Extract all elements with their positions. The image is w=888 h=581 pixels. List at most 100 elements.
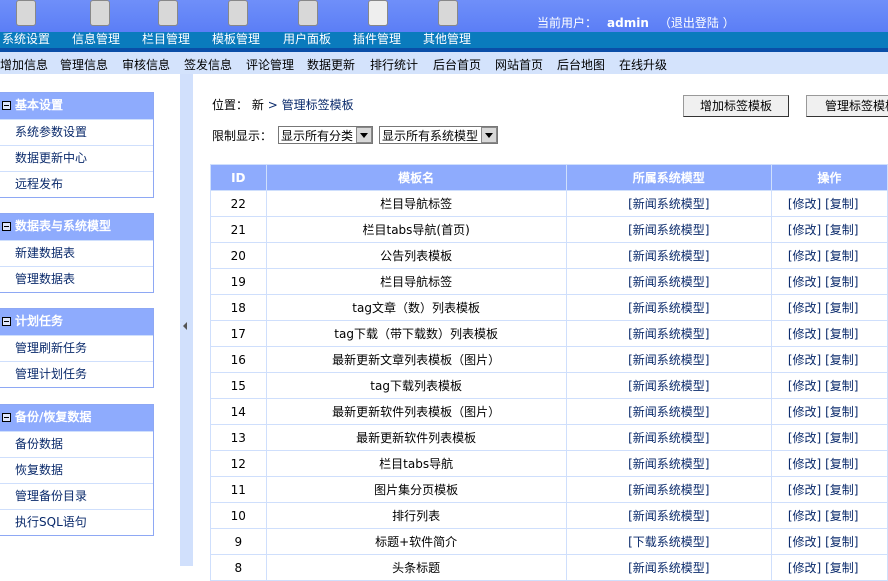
row-model-link[interactable]: [新闻系统模型] [628,223,710,237]
nav-item[interactable]: 信息管理 [72,32,121,46]
documents-icon[interactable] [82,0,116,30]
row-model-link[interactable]: [新闻系统模型] [628,457,710,471]
category-select[interactable]: 显示所有分类 [278,126,374,144]
row-model-link[interactable]: [新闻系统模型] [628,483,710,497]
row-model-link[interactable]: [新闻系统模型] [628,275,710,289]
manage-tag-template-button[interactable]: 管理标签模板 [806,95,888,117]
edit-link[interactable]: [修改] [787,275,822,289]
row-model-link[interactable]: [新闻系统模型] [628,327,710,341]
subnav-item[interactable]: 评论管理 [246,58,295,72]
subnav-item[interactable]: 管理信息 [60,58,109,72]
nav-item[interactable]: 插件管理 [353,32,402,46]
row-model-link[interactable]: [新闻系统模型] [628,379,710,393]
edit-link[interactable]: [修改] [787,431,822,445]
collapse-arrow-icon[interactable] [183,322,187,330]
copy-link[interactable]: [复制] [825,457,859,471]
nav-item[interactable]: 用户面板 [283,32,332,46]
users-icon[interactable] [290,0,324,30]
panel-header[interactable]: 计划任务 [0,309,153,335]
edit-link[interactable]: [修改] [787,561,822,575]
copy-link[interactable]: [复制] [825,535,859,549]
model-select[interactable]: 显示所有系统模型 [379,126,499,144]
wrench-icon[interactable] [8,0,42,30]
edit-link[interactable]: [修改] [787,197,822,211]
edit-link[interactable]: [修改] [787,327,822,341]
subnav-item[interactable]: 后台地图 [557,58,606,72]
subnav-item[interactable]: 数据更新 [307,58,356,72]
row-model-link[interactable]: [新闻系统模型] [628,431,710,445]
edit-link[interactable]: [修改] [787,301,822,315]
sidebar-toggle[interactable] [180,74,193,566]
copy-link[interactable]: [复制] [825,431,859,445]
sidebar-item[interactable]: 远程发布 [0,171,153,197]
row-model-link[interactable]: [新闻系统模型] [628,405,710,419]
nav-item[interactable]: 栏目管理 [142,32,191,46]
edit-link[interactable]: [修改] [787,509,822,523]
panel-header[interactable]: 基本设置 [0,93,153,119]
edit-link[interactable]: [修改] [787,405,822,419]
collapse-icon[interactable] [2,317,11,326]
subnav-item[interactable]: 增加信息 [0,58,49,72]
nav-item[interactable]: 模板管理 [212,32,261,46]
edit-link[interactable]: [修改] [787,535,822,549]
sidebar-item[interactable]: 执行SQL语句 [0,509,153,535]
edit-link[interactable]: [修改] [787,379,822,393]
edit-link[interactable]: [修改] [787,223,822,237]
copy-link[interactable]: [复制] [825,405,859,419]
copy-link[interactable]: [复制] [825,249,859,263]
nav-item[interactable]: 系统设置 [2,32,51,46]
add-tag-template-button[interactable]: 增加标签模板 [683,95,789,117]
breadcrumb-current[interactable]: 管理标签模板 [281,98,354,112]
row-model-link[interactable]: [新闻系统模型] [628,561,710,575]
database-icon[interactable] [150,0,184,30]
subnav-item[interactable]: 审核信息 [122,58,171,72]
collapse-icon[interactable] [2,222,11,231]
copy-link[interactable]: [复制] [825,483,859,497]
row-model-link[interactable]: [下载系统模型] [628,535,710,549]
panel-header[interactable]: 数据表与系统模型 [0,214,153,240]
subnav-item[interactable]: 签发信息 [184,58,233,72]
dropdown-arrow-icon[interactable] [481,127,498,143]
sidebar-item[interactable]: 备份数据 [0,431,153,457]
breadcrumb-root[interactable]: 新 [251,98,264,112]
sidebar-item[interactable]: 管理备份目录 [0,483,153,509]
subnav-item[interactable]: 在线升级 [619,58,668,72]
plugin-icon[interactable] [430,0,464,30]
dropdown-arrow-icon[interactable] [356,127,373,143]
sidebar-item[interactable]: 管理刷新任务 [0,335,153,361]
edit-link[interactable]: [修改] [787,353,822,367]
row-model-link[interactable]: [新闻系统模型] [628,197,710,211]
row-model-link[interactable]: [新闻系统模型] [628,301,710,315]
subnav-item[interactable]: 排行统计 [370,58,419,72]
sidebar-item[interactable]: 恢复数据 [0,457,153,483]
sidebar-item[interactable]: 管理数据表 [0,266,153,292]
edit-link[interactable]: [修改] [787,249,822,263]
logout-link[interactable]: （退出登陆 ） [658,16,735,30]
row-model-link[interactable]: [新闻系统模型] [628,249,710,263]
copy-link[interactable]: [复制] [825,197,859,211]
collapse-icon[interactable] [2,101,11,110]
template-icon[interactable] [220,0,254,30]
sidebar-item[interactable]: 系统参数设置 [0,119,153,145]
sidebar-item[interactable]: 管理计划任务 [0,361,153,387]
copy-link[interactable]: [复制] [825,379,859,393]
copy-link[interactable]: [复制] [825,301,859,315]
copy-link[interactable]: [复制] [825,509,859,523]
copy-link[interactable]: [复制] [825,353,859,367]
collapse-icon[interactable] [2,413,11,422]
copy-link[interactable]: [复制] [825,275,859,289]
panel-header[interactable]: 备份/恢复数据 [0,405,153,431]
subnav-item[interactable]: 后台首页 [433,58,482,72]
sidebar-item[interactable]: 数据更新中心 [0,145,153,171]
row-model-link[interactable]: [新闻系统模型] [628,509,710,523]
copy-link[interactable]: [复制] [825,223,859,237]
subnav-item[interactable]: 网站首页 [495,58,544,72]
edit-link[interactable]: [修改] [787,457,822,471]
row-model-link[interactable]: [新闻系统模型] [628,353,710,367]
nav-item[interactable]: 其他管理 [423,32,472,46]
lifebuoy-icon[interactable] [360,0,394,30]
sidebar-item[interactable]: 新建数据表 [0,240,153,266]
copy-link[interactable]: [复制] [825,327,859,341]
edit-link[interactable]: [修改] [787,483,822,497]
copy-link[interactable]: [复制] [825,561,859,575]
